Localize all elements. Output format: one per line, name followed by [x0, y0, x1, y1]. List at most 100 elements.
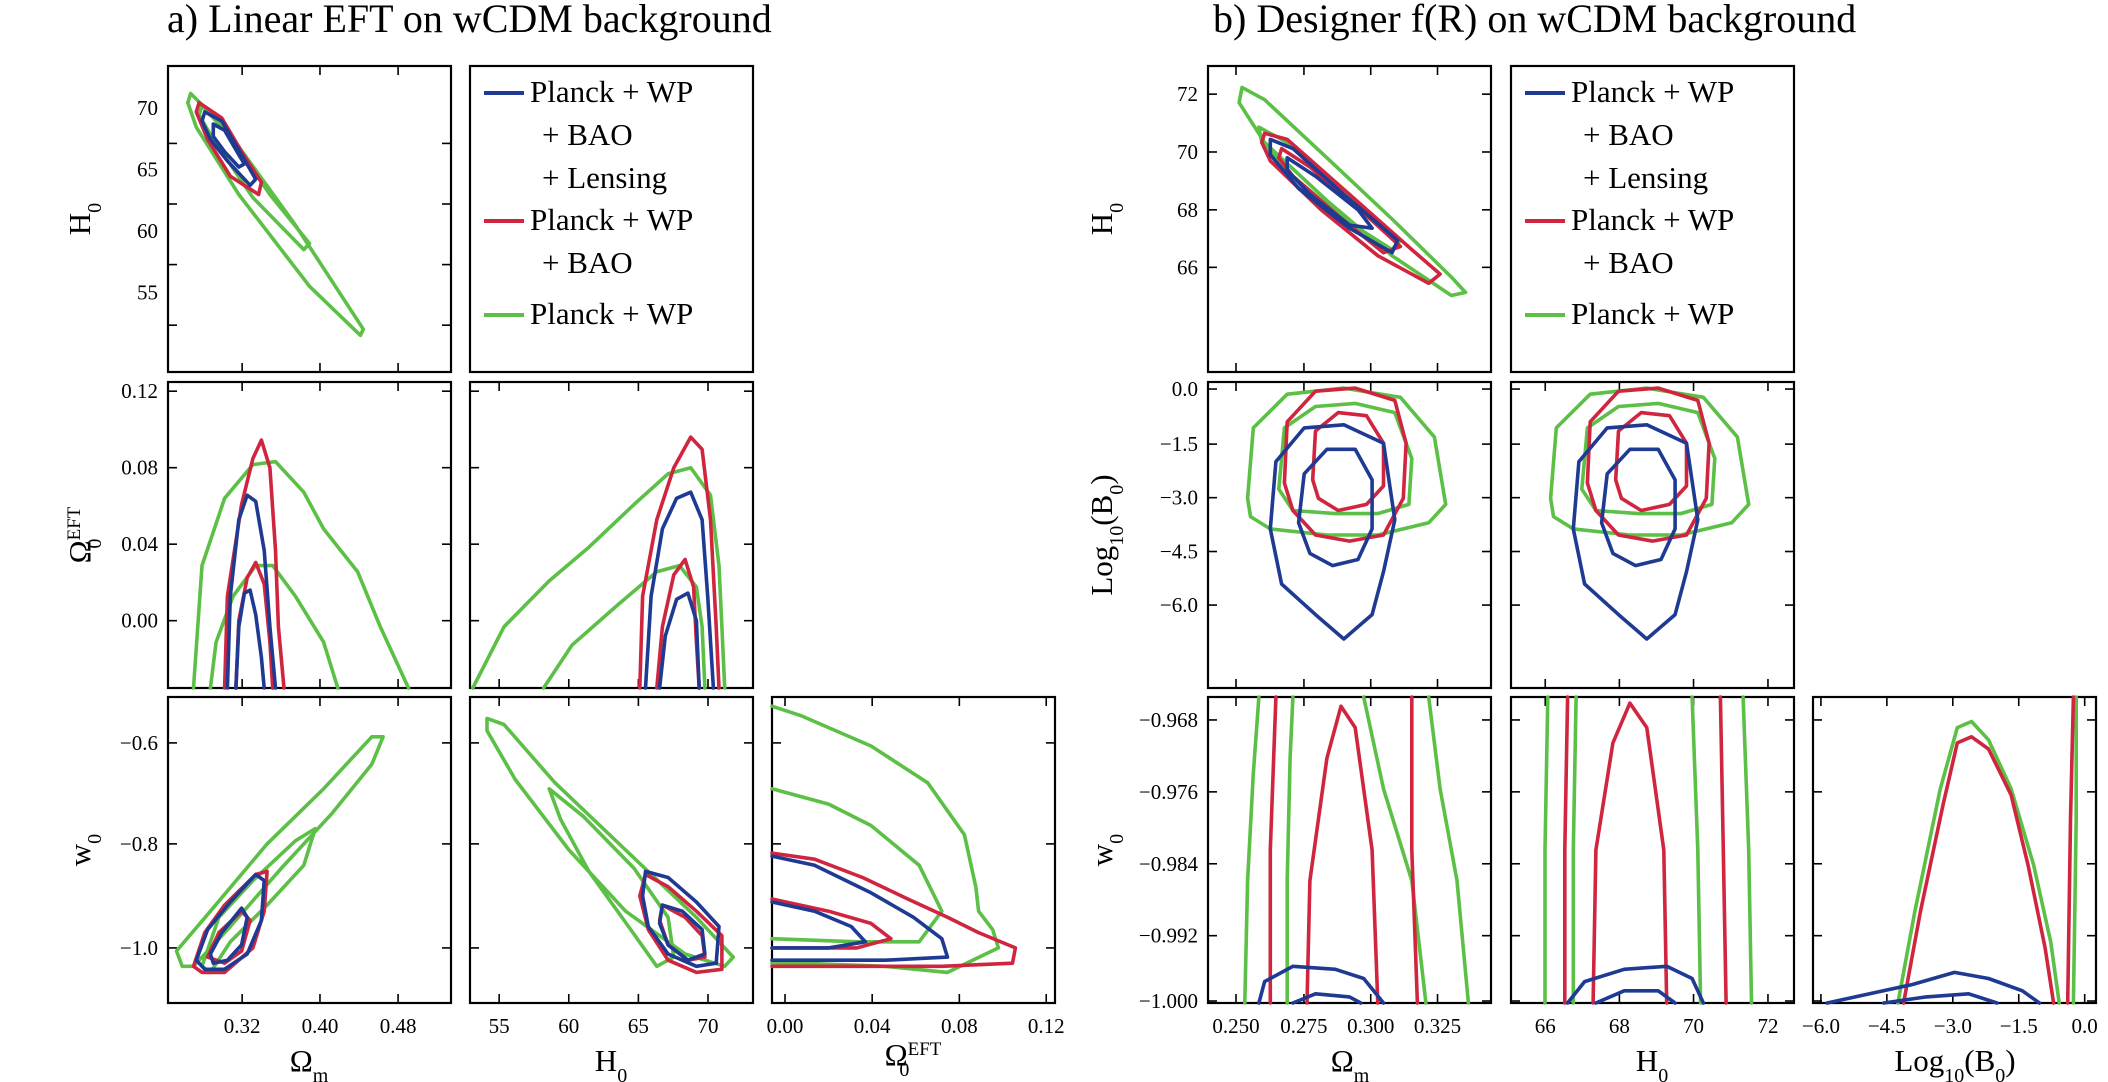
b-legend-entry-1-line-1: + BAO [1583, 245, 1674, 280]
a-oeft-w0-red-outer [770, 851, 1018, 969]
panel-a-title: a) Linear EFT on wCDM background [167, 0, 772, 41]
b-om-w0-red-inner [1305, 704, 1380, 1005]
a-cell-h0-w0 [468, 695, 755, 1005]
b-h0-xtick-2: 70 [1683, 1014, 1704, 1038]
b-om-logb-red-outer [1282, 386, 1408, 543]
a-oeft-ylabel-1: 0.08 [121, 456, 158, 480]
b-xlabel-logb: Log10(B0) [1894, 1043, 2015, 1082]
b-om-w0-green-inner-l [1285, 695, 1295, 1005]
a-oeft-w0-blue-outer [770, 854, 950, 962]
a-h0-ylabel-2: 60 [137, 219, 158, 243]
a-oeft-ylabel-2: 0.04 [121, 532, 158, 556]
b-om-w0-blue-outer [1257, 964, 1386, 1005]
b-ylabel-w0: w0 [1084, 834, 1128, 866]
b-om-logb-blue-inner [1296, 447, 1374, 568]
a-cell-oeft-w0 [770, 695, 1057, 1005]
b-logb-ylabel-0: 0.0 [1172, 377, 1198, 401]
a-om-xtick-1: 0.40 [302, 1014, 339, 1038]
a-ylabel-w0: w0 [62, 834, 106, 866]
a-om-h0-blue-inner [211, 122, 247, 169]
panel-b: Planck + WP + BAO + Lensing Planck + WP + BA… [1084, 64, 2098, 1082]
a-legend-entry-0-line-0: Planck + WP [530, 74, 693, 109]
b-legend-entry-0-line-1: + BAO [1583, 117, 1674, 152]
a-w0-ylabel-1: −0.8 [120, 832, 158, 856]
a-om-xtick-2: 0.48 [380, 1014, 417, 1038]
a-legend [468, 64, 755, 374]
a-legend-entry-0-line-2: + Lensing [542, 160, 667, 195]
b-h0-ylabel-0: 72 [1177, 82, 1198, 106]
b-om-h0-blue-inner [1285, 156, 1374, 230]
b-legend-entry-0-line-0: Planck + WP [1571, 74, 1734, 109]
b-om-h0-green-outer [1237, 85, 1468, 298]
b-om-w0-red-outer-r [1410, 695, 1420, 1005]
a-legend-entry-1-line-0: Planck + WP [530, 202, 693, 237]
a-oeft-xtick-0: 0.00 [767, 1014, 804, 1038]
b-logb-ylabel-2: −3.0 [1160, 486, 1198, 510]
b-h0-ylabel-3: 66 [1177, 255, 1198, 279]
b-om-xtick-2: 0.300 [1347, 1014, 1394, 1038]
a-xlabel-oeft: ΩEFT 0 [885, 1037, 942, 1081]
b-h0-w0-red-inner [1591, 701, 1669, 1005]
b-h0-xtick-1: 68 [1609, 1014, 1630, 1038]
b-om-logb-green-inner [1277, 401, 1414, 516]
b-cell-h0-w0 [1509, 695, 1796, 1005]
b-logb-xtick-1: −4.5 [1868, 1014, 1906, 1038]
a-oeft-w0-blue-inner [770, 900, 868, 950]
b-om-w0-green-outer-r [1426, 695, 1471, 1005]
b-cell-om-h0 [1206, 64, 1493, 374]
b-logb-w0-red-outer [1901, 735, 2056, 1005]
a-h0-oeft-blue-outer [643, 490, 716, 690]
a-ylabel-h0: H0 [62, 203, 106, 235]
b-om-w0-blue-inner [1291, 992, 1363, 1005]
a-h0-w0-green-inner [547, 787, 676, 969]
b-h0-w0-green-outer-l [1543, 695, 1550, 1005]
a-om-h0-green-outer [186, 91, 366, 338]
b-om-logb-red-inner [1310, 410, 1386, 513]
b-om-w0-red-outer-l [1268, 695, 1278, 1005]
a-h0-xtick-0: 55 [489, 1014, 510, 1038]
b-logb-ylabel-1: −1.5 [1160, 432, 1198, 456]
a-legend-entry-2-line-0: Planck + WP [530, 296, 693, 331]
b-logb-ylabel-3: −4.5 [1160, 540, 1198, 564]
a-cell-om-w0 [166, 695, 453, 1005]
b-w0-ylabel-3: −0.992 [1139, 924, 1198, 948]
b-logb-xtick-3: −1.5 [2000, 1014, 2038, 1038]
b-xlabel-om: Ωm [1331, 1043, 1370, 1082]
b-logb-ylabel-4: −6.0 [1160, 593, 1198, 617]
a-oeft-w0-green-inner [770, 787, 944, 944]
a-om-w0-red-inner [205, 909, 252, 965]
a-xlabel-h0: H0 [595, 1043, 627, 1082]
b-om-xtick-0: 0.250 [1212, 1014, 1259, 1038]
panel-b-title: b) Designer f(R) on wCDM background [1213, 0, 1856, 41]
a-om-w0-blue-outer [194, 872, 266, 972]
a-w0-ylabel-0: −0.6 [120, 731, 158, 755]
a-h0-w0-blue-outer [640, 869, 721, 969]
b-logb-w0-blue-outer [1825, 970, 2042, 1005]
a-om-xtick-0: 0.32 [224, 1014, 261, 1038]
a-h0-ylabel-0: 70 [137, 96, 158, 120]
b-logb-w0-green-outer [1896, 719, 2061, 1005]
a-cell-om-h0 [166, 64, 453, 374]
a-cell-h0-oeft [468, 380, 755, 690]
b-w0-ylabel-0: −0.968 [1139, 708, 1198, 732]
a-h0-ylabel-1: 65 [137, 157, 158, 181]
b-legend-entry-0-line-2: + Lensing [1583, 160, 1708, 195]
a-h0-oeft-blue-inner [657, 591, 701, 690]
b-h0-logb-red-outer [1585, 386, 1711, 543]
a-oeft-ylabel-0: 0.12 [121, 379, 158, 403]
b-legend [1509, 64, 1796, 374]
b-om-w0-green-inner-r [1361, 695, 1428, 1005]
a-oeft-w0-red-inner [770, 897, 893, 950]
b-h0-w0-red-outer-l [1563, 695, 1570, 1005]
a-oeft-xtick-2: 0.08 [941, 1014, 978, 1038]
b-w0-ylabel-4: −1.000 [1139, 989, 1198, 1013]
b-cell-om-logb [1206, 380, 1493, 690]
b-logb-xtick-4: 0.0 [2072, 1014, 2098, 1038]
b-w0-ylabel-1: −0.976 [1139, 780, 1198, 804]
b-h0-w0-red-outer-r [1718, 695, 1728, 1005]
a-cell-om-oeft [166, 380, 453, 690]
a-om-oeft-green-outer [191, 459, 411, 690]
b-h0-w0-green-inner-r [1690, 695, 1703, 1005]
b-h0-w0-green-outer-r [1741, 695, 1754, 1005]
